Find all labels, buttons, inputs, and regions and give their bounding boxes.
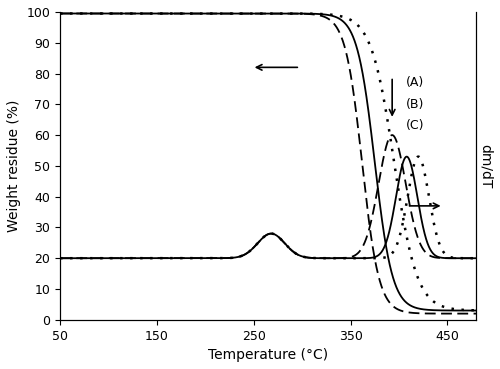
Text: (A): (A) xyxy=(406,76,424,89)
Y-axis label: dm/dT: dm/dT xyxy=(479,144,493,188)
X-axis label: Temperature (°C): Temperature (°C) xyxy=(208,348,328,362)
Text: (C): (C) xyxy=(406,119,424,132)
Text: (B): (B) xyxy=(406,98,424,111)
Y-axis label: Weight residue (%): Weight residue (%) xyxy=(7,100,21,232)
